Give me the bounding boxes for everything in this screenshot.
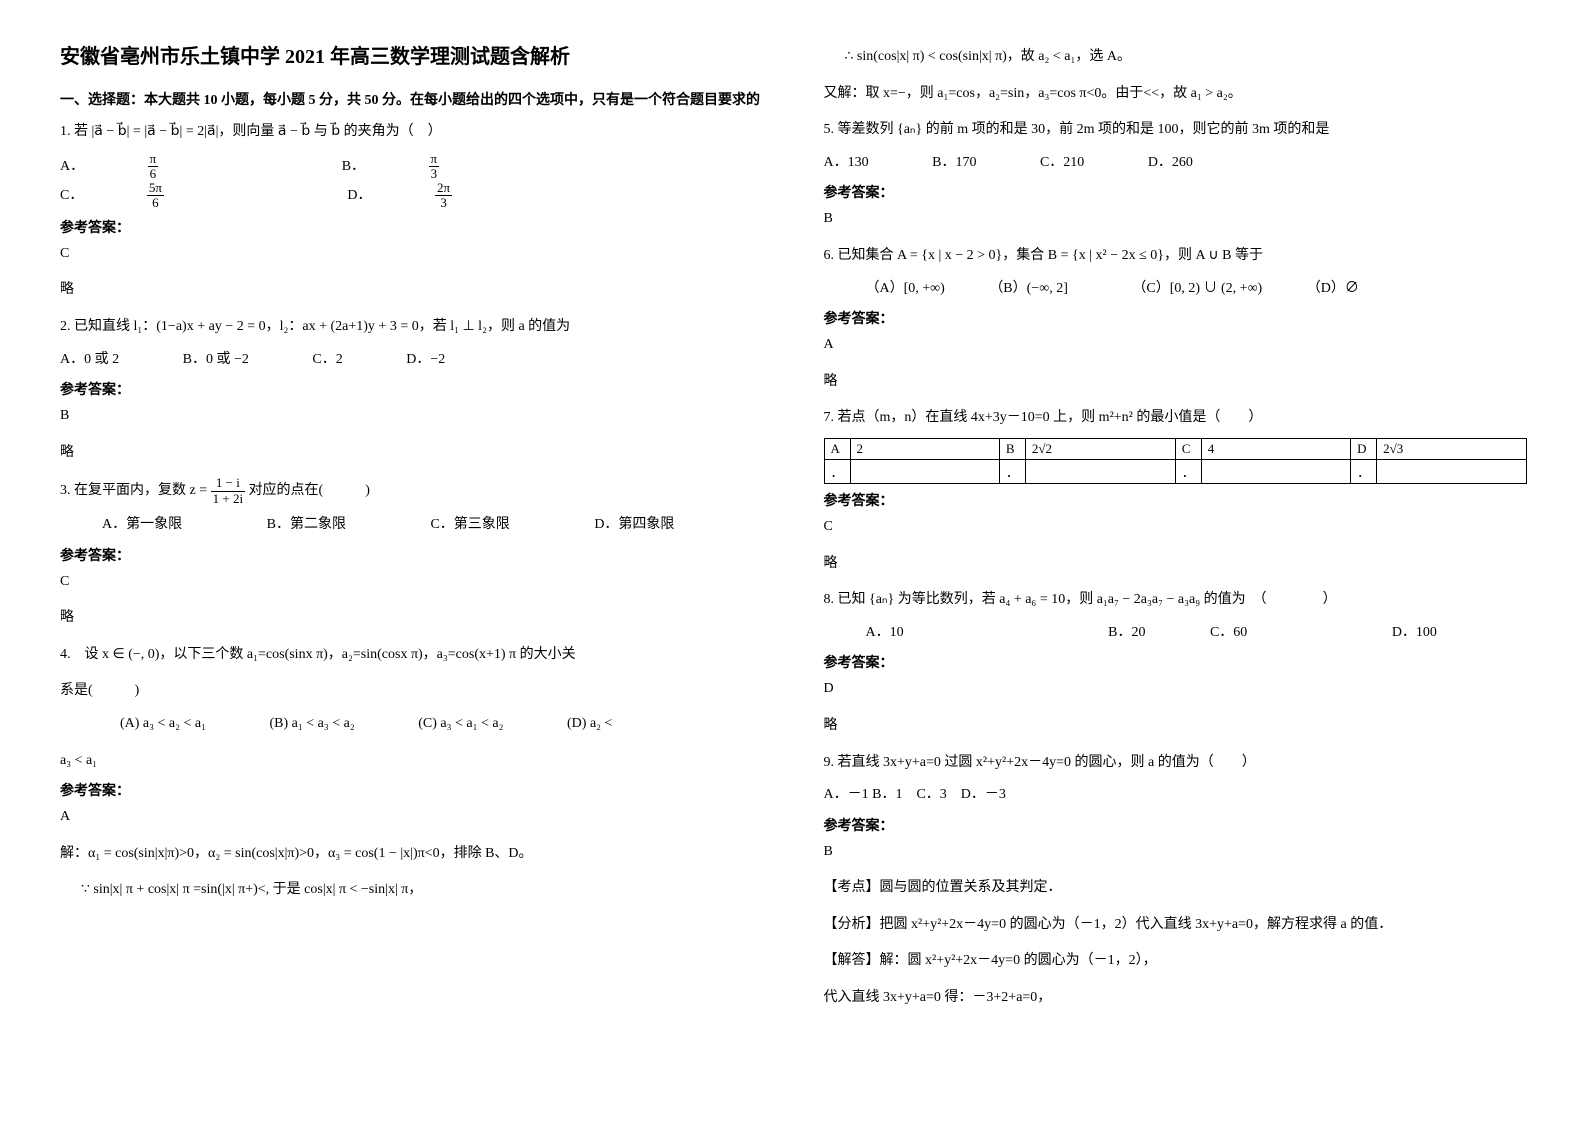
q1-optB-frac: π3 [429,152,500,182]
q5-answer: B [824,206,1528,233]
q3-optC: C．第三象限 [409,512,509,539]
q9-stem: 9. 若直线 3x+y+a=0 过圆 x²+y²+2x－4y=0 的圆心，则 a… [824,750,1528,777]
q9-sol-line3: 【解答】解：圆 x²+y²+2x－4y=0 的圆心为（－1，2）， [824,948,1528,975]
q2-answer: B [60,403,764,430]
q7-stem: 7. 若点（m，n）在直线 4x+3y－10=0 上，则 m²+n² 的最小值是… [824,405,1528,432]
q7-cell-C1: C [1175,438,1201,459]
q7-answer: C [824,514,1528,541]
q7-cell-A1: A [824,438,850,459]
q1-answer: C [60,241,764,268]
q3-optD: D．第四象限 [573,512,674,539]
q3-answer-note: 略 [60,605,764,632]
q3-options: A．第一象限 B．第二象限 C．第三象限 D．第四象限 [60,512,764,539]
q6-answer-label: 参考答案： [824,308,1528,328]
q6-answer: A [824,332,1528,359]
q9-sol-line2: 【分析】把圆 x²+y²+2x－4y=0 的圆心为（－1，2）代入直线 3x+y… [824,912,1528,939]
q8-optC: C．60 [1189,620,1247,647]
q4-options: (A) a₃ < a₂ < a₁ (B) a₁ < a₃ < a₂ (C) a₃… [120,711,764,738]
q7-answer-label: 参考答案： [824,490,1528,510]
q4-optD: (D) a₂ < [567,711,612,738]
q3-stem: 3. 在复平面内，复数 z = 1 − i1 + 2i 对应的点在( ) [60,476,764,506]
q9-options: A．－1 B．1 C．3 D．－3 [824,782,1528,809]
q8-answer-note: 略 [824,713,1528,740]
q8-optA: A．10 [845,620,904,647]
q2-optC: C．2 [312,347,342,374]
q7-options-table: A 2 B 2√2 C 4 D 2√3 ． ． ． ． [824,438,1528,484]
q3-answer: C [60,569,764,596]
q2-answer-label: 参考答案： [60,379,764,399]
q6-optB: （B）(−∞, 2] [968,276,1068,303]
q2-optA: A．0 或 2 [60,347,119,374]
q8-optD: D．100 [1371,620,1437,647]
q2-options: A．0 或 2 B．0 或 −2 C．2 D．−2 [60,347,764,374]
q5-optC: C．210 [1040,150,1084,177]
q4-stem-line2: 系是( ) [60,678,764,705]
q1-optB-label: B． [342,154,365,181]
q7-cell-D2: 2√3 [1377,438,1527,459]
q1-stem: 1. 若 |a⃗ − b⃗| = |a⃗ − b⃗| = 2|a⃗|，则向量 a… [60,119,764,146]
q4-answer-label: 参考答案： [60,780,764,800]
q4-sol-line1: 解：α₁ = cos(sin|x|π)>0，α₂ = sin(cos|x|π)>… [60,841,764,868]
q5-optB: B．170 [932,150,976,177]
q8-stem: 8. 已知 {aₙ} 为等比数列，若 a₄ + a₆ = 10，则 a₁a₇ −… [824,587,1528,614]
q7-cell-A1b: ． [824,459,850,483]
q4-sol-line3: ∴ sin(cos|x| π) < cos(sin|x| π)，故 a₂ < a… [824,44,1528,71]
q8-options: A．10 B．20 C．60 D．100 [824,620,1528,647]
section-1-heading: 一、选择题：本大题共 10 小题，每小题 5 分，共 50 分。在每小题给出的四… [60,89,764,109]
q2-answer-note: 略 [60,440,764,467]
q6-options: （A）[0, +∞) （B）(−∞, 2] （C）[0, 2) ∪ (2, +∞… [824,276,1528,303]
q6-stem: 6. 已知集合 A = {x | x − 2 > 0}，集合 B = {x | … [824,243,1528,270]
q7-cell-A2: 2 [850,438,999,459]
q9-sol-line1: 【考点】圆与圆的位置关系及其判定． [824,875,1528,902]
q1-optA-label: A． [60,154,84,181]
q2-stem: 2. 已知直线 l₁：(1−a)x + ay − 2 = 0，l₂：ax + (… [60,314,764,341]
q2-optB: B．0 或 −2 [183,347,249,374]
q5-optD: D．260 [1148,150,1193,177]
q8-answer: D [824,676,1528,703]
q6-answer-note: 略 [824,369,1528,396]
q1-answer-note: 略 [60,277,764,304]
q7-cell-B2: 2√2 [1025,438,1175,459]
q4-sol-line4: 又解：取 x=−，则 a₁=cos，a₂=sin，a₃=cos π<0。由于<<… [824,81,1528,108]
q5-stem: 5. 等差数列 {aₙ} 的前 m 项的和是 30，前 2m 项的和是 100，… [824,117,1528,144]
q7-answer-note: 略 [824,551,1528,578]
q4-optD-cont: a₃ < a₁ [60,748,764,775]
page-title: 安徽省亳州市乐土镇中学 2021 年高三数学理测试题含解析 [60,40,764,69]
q7-cell-C2: 4 [1201,438,1350,459]
q7-cell-C1b: ． [1175,459,1201,483]
q4-sol-line2: ∵ sin|x| π + cos|x| π =sin(|x| π+)<, 于是 … [60,877,764,904]
q6-optD: （D）∅ [1286,276,1359,303]
q6-optC: （C）[0, 2) ∪ (2, +∞) [1111,276,1262,303]
q5-options: A．130 B．170 C．210 D．260 [824,150,1528,177]
q1-answer-label: 参考答案： [60,217,764,237]
q9-answer-label: 参考答案： [824,815,1528,835]
q4-optA: (A) a₃ < a₂ < a₁ [120,711,206,738]
q4-optC: (C) a₃ < a₁ < a₂ [418,711,503,738]
q8-optB: B．20 [1087,620,1145,647]
q1-optC-frac: 5π6 [147,181,224,211]
q5-optA: A．130 [824,150,869,177]
q2-optD: D．−2 [406,347,445,374]
q7-cell-B1: B [999,438,1025,459]
q6-optA: （A）[0, +∞) [845,276,945,303]
q1-optD-frac: 2π3 [435,181,512,211]
q1-options: A． π6 B． π3 C． 5π6 D． 2π3 [60,152,764,211]
q1-optA-frac: π6 [148,152,219,182]
q8-answer-label: 参考答案： [824,652,1528,672]
q3-answer-label: 参考答案： [60,545,764,565]
q1-optD-label: D． [347,183,371,210]
q9-answer: B [824,839,1528,866]
q7-cell-D1: D [1351,438,1377,459]
q7-cell-D1b: ． [1351,459,1377,483]
q4-answer: A [60,804,764,831]
q7-cell-B1b: ． [999,459,1025,483]
q4-stem-line1: 4. 设 x ∈ (−, 0)，以下三个数 a₁=cos(sinx π)，a₂=… [60,642,764,669]
q1-optC-label: C． [60,183,83,210]
q3-optB: B．第二象限 [246,512,346,539]
q4-optB: (B) a₁ < a₃ < a₂ [270,711,355,738]
q3-z-frac: 1 − i1 + 2i [211,476,245,506]
q5-answer-label: 参考答案： [824,182,1528,202]
q9-sol-line4: 代入直线 3x+y+a=0 得：－3+2+a=0， [824,985,1528,1012]
q3-optA: A．第一象限 [81,512,182,539]
